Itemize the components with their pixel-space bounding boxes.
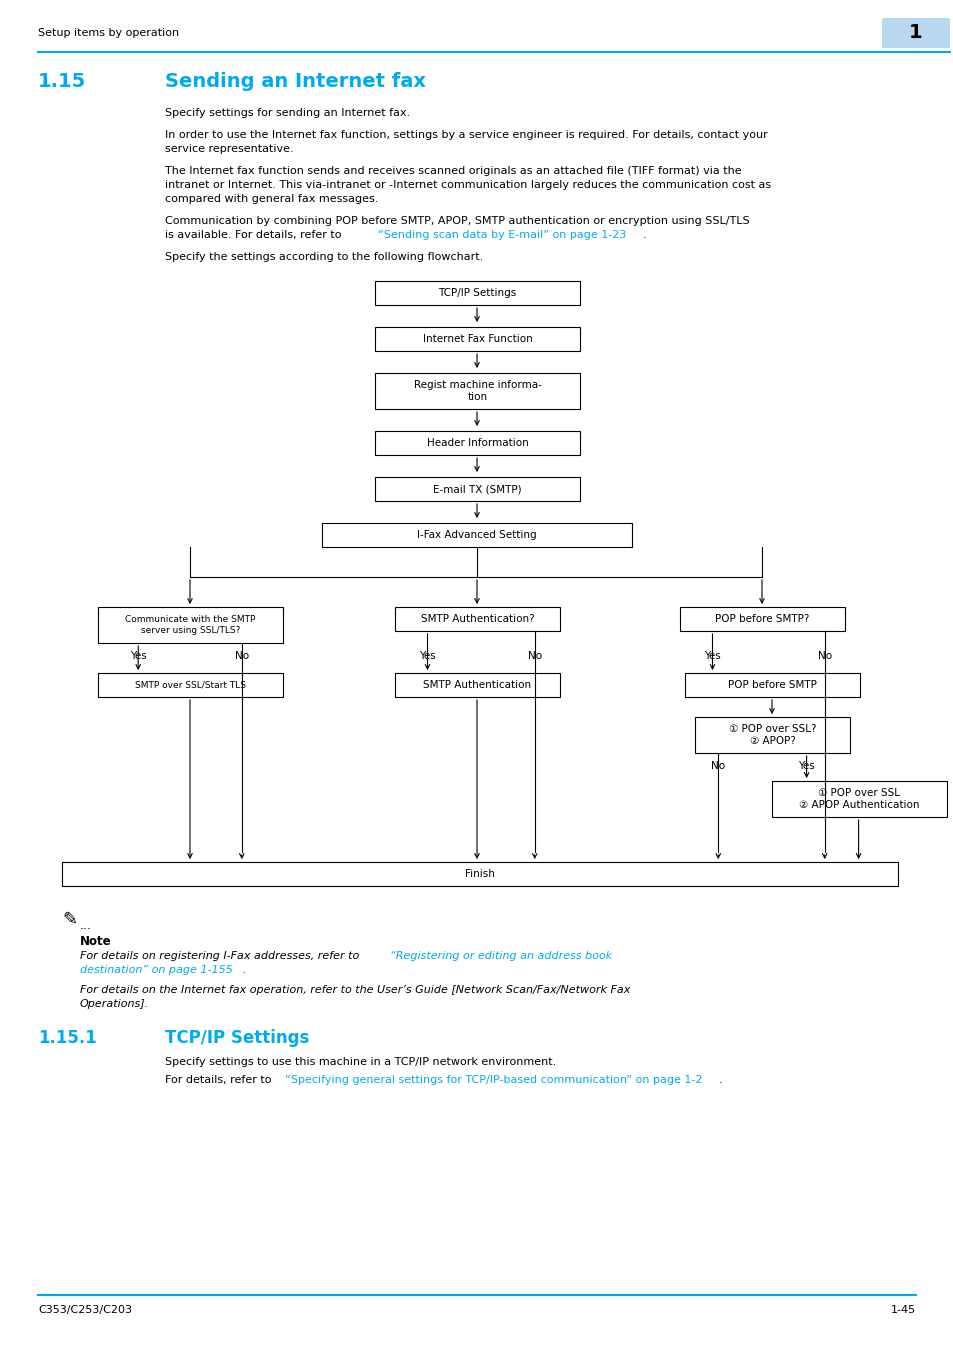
Text: .: .: [242, 965, 245, 975]
Text: For details on the Internet fax operation, refer to the User’s Guide [Network Sc: For details on the Internet fax operatio…: [80, 986, 630, 995]
Bar: [375, 327, 579, 351]
Text: ① POP over SSL
② APOP Authentication: ① POP over SSL ② APOP Authentication: [798, 788, 919, 810]
Text: “Sending scan data by E-mail” on page 1-23: “Sending scan data by E-mail” on page 1-…: [377, 230, 626, 240]
Text: 1.15: 1.15: [38, 72, 86, 90]
Text: No: No: [710, 761, 724, 771]
Text: TCP/IP Settings: TCP/IP Settings: [438, 288, 517, 298]
Text: Yes: Yes: [418, 651, 436, 661]
Text: Yes: Yes: [703, 651, 720, 661]
Text: Specify the settings according to the following flowchart.: Specify the settings according to the fo…: [165, 252, 483, 262]
Text: SMTP over SSL/Start TLS: SMTP over SSL/Start TLS: [135, 680, 246, 690]
Text: “Specifying general settings for TCP/IP-based communication” on page 1-2: “Specifying general settings for TCP/IP-…: [285, 1075, 701, 1085]
Bar: [882, 18, 949, 49]
Bar: [679, 608, 844, 630]
Text: Yes: Yes: [798, 761, 814, 771]
Bar: [695, 717, 849, 753]
Bar: [771, 782, 945, 817]
Text: SMTP Authentication: SMTP Authentication: [423, 680, 531, 690]
Text: Header Information: Header Information: [426, 437, 528, 448]
Text: Operations].: Operations].: [80, 999, 149, 1008]
Text: intranet or Internet. This via-intranet or -Internet communication largely reduc: intranet or Internet. This via-intranet …: [165, 180, 770, 190]
Text: No: No: [234, 651, 249, 661]
Text: TCP/IP Settings: TCP/IP Settings: [165, 1029, 309, 1048]
Text: SMTP Authentication?: SMTP Authentication?: [420, 614, 534, 624]
Bar: [375, 281, 579, 305]
Text: For details, refer to: For details, refer to: [165, 1075, 274, 1085]
Text: destination” on page 1-155: destination” on page 1-155: [80, 965, 233, 975]
Text: Specify settings for sending an Internet fax.: Specify settings for sending an Internet…: [165, 108, 410, 117]
Text: 1.15.1: 1.15.1: [38, 1029, 96, 1048]
Text: Yes: Yes: [130, 651, 147, 661]
Bar: [375, 431, 579, 455]
Bar: [98, 674, 283, 697]
Text: I-Fax Advanced Setting: I-Fax Advanced Setting: [416, 531, 537, 540]
Bar: [375, 477, 579, 501]
Text: compared with general fax messages.: compared with general fax messages.: [165, 194, 378, 204]
Text: 1-45: 1-45: [890, 1305, 915, 1315]
Bar: [395, 608, 559, 630]
Text: Internet Fax Function: Internet Fax Function: [422, 333, 532, 344]
Text: In order to use the Internet fax function, settings by a service engineer is req: In order to use the Internet fax functio…: [165, 130, 767, 140]
Text: The Internet fax function sends and receives scanned originals as an attached fi: The Internet fax function sends and rece…: [165, 166, 740, 176]
Text: POP before SMTP: POP before SMTP: [727, 680, 816, 690]
Text: Specify settings to use this machine in a TCP/IP network environment.: Specify settings to use this machine in …: [165, 1057, 556, 1066]
Bar: [62, 863, 897, 886]
Text: Communication by combining POP before SMTP, APOP, SMTP authentication or encrypt: Communication by combining POP before SM…: [165, 216, 749, 225]
Text: For details on registering I-Fax addresses, refer to: For details on registering I-Fax address…: [80, 950, 362, 961]
Text: ① POP over SSL?
② APOP?: ① POP over SSL? ② APOP?: [728, 724, 816, 745]
Bar: [322, 522, 631, 547]
Text: No: No: [817, 651, 831, 661]
Text: Note: Note: [80, 936, 112, 948]
Text: 1: 1: [908, 23, 922, 42]
Bar: [98, 608, 283, 643]
Text: “Registering or editing an address book: “Registering or editing an address book: [390, 950, 612, 961]
Text: No: No: [527, 651, 541, 661]
Text: ...: ...: [80, 919, 91, 931]
Text: Sending an Internet fax: Sending an Internet fax: [165, 72, 426, 90]
Text: Regist machine informa-
tion: Regist machine informa- tion: [414, 381, 541, 402]
Text: .: .: [642, 230, 646, 240]
Text: Communicate with the SMTP
server using SSL/TLS?: Communicate with the SMTP server using S…: [125, 616, 255, 634]
Text: POP before SMTP?: POP before SMTP?: [715, 614, 809, 624]
Text: .: .: [719, 1075, 721, 1085]
Text: E-mail TX (SMTP): E-mail TX (SMTP): [433, 485, 521, 494]
Text: Finish: Finish: [464, 869, 495, 879]
Text: C353/C253/C203: C353/C253/C203: [38, 1305, 132, 1315]
Text: Setup items by operation: Setup items by operation: [38, 28, 179, 38]
Bar: [395, 674, 559, 697]
Text: is available. For details, refer to: is available. For details, refer to: [165, 230, 345, 240]
Text: ✎: ✎: [62, 911, 77, 929]
Text: service representative.: service representative.: [165, 144, 294, 154]
Bar: [684, 674, 859, 697]
Bar: [375, 373, 579, 409]
